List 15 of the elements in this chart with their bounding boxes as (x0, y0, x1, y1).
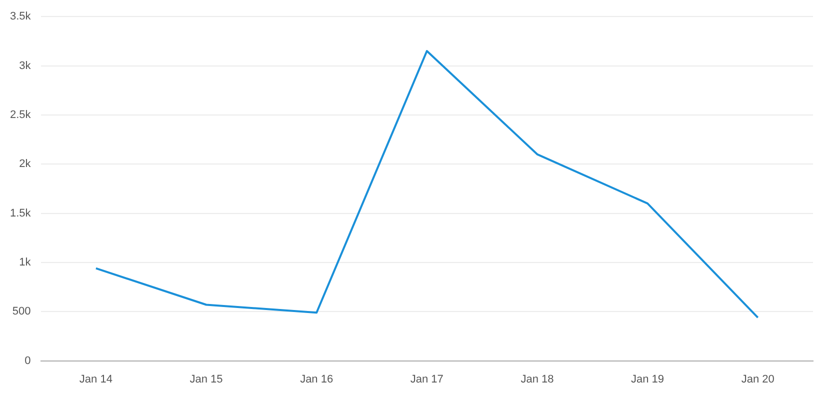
y-tick-label: 3k (19, 60, 32, 72)
x-tick-label: Jan 20 (741, 373, 774, 386)
y-tick-label: 2k (19, 158, 32, 170)
x-tick-label: Jan 14 (79, 373, 112, 386)
y-tick-label: 2.5k (10, 108, 32, 121)
x-tick-label: Jan 17 (410, 373, 444, 386)
y-tick-label: 1.5k (10, 207, 32, 220)
x-tick-label: Jan 16 (300, 373, 334, 386)
y-tick-label: 3.5k (10, 10, 32, 23)
x-tick-label: Jan 15 (190, 373, 223, 386)
x-tick-label: Jan 19 (631, 373, 664, 386)
y-tick-label: 1k (19, 256, 32, 268)
x-tick-label: Jan 18 (520, 373, 554, 386)
y-tick-label: 500 (12, 306, 31, 318)
y-tick-label: 0 (24, 354, 31, 367)
